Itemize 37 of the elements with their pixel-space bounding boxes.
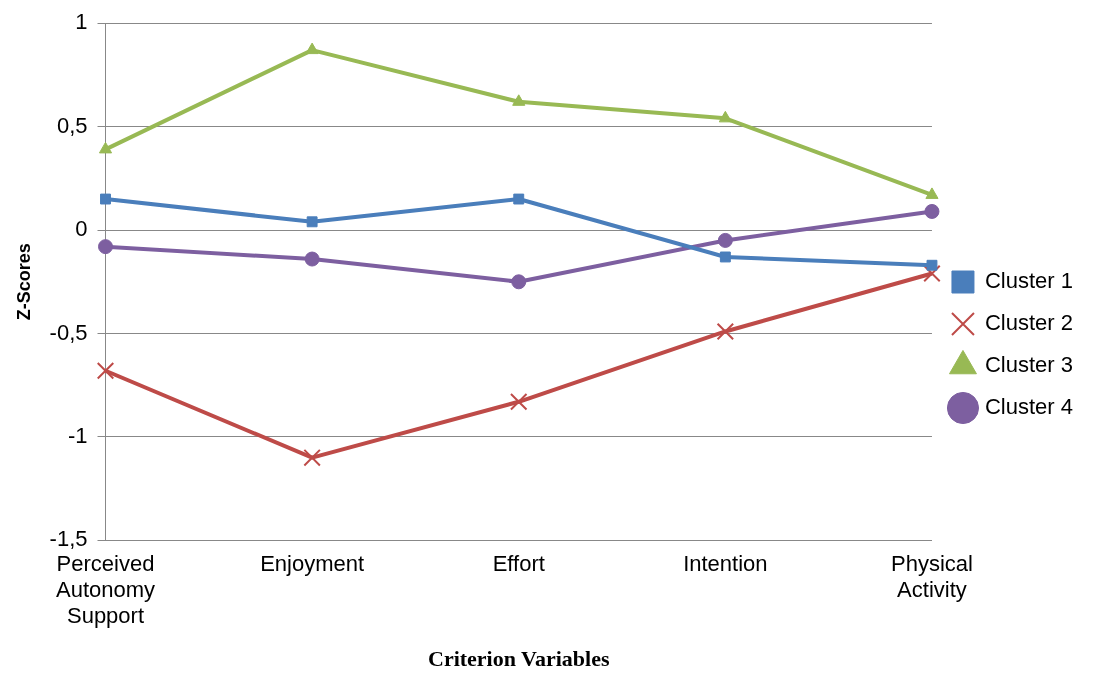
point <box>926 259 938 271</box>
y-axis-title: Z-Scores <box>13 243 34 321</box>
y-tick-label: -1,5 <box>49 526 88 552</box>
point <box>512 94 526 106</box>
point <box>925 187 939 199</box>
x-tick-label: Effort <box>492 550 545 576</box>
y-tick-label: -1 <box>67 423 88 449</box>
y-tick-label: 0 <box>75 216 88 242</box>
y-tick-label: 1 <box>75 9 88 35</box>
point <box>100 193 111 205</box>
point <box>513 193 525 205</box>
point <box>716 322 735 341</box>
point <box>303 448 321 467</box>
legend-label: Cluster 1 <box>984 268 1074 294</box>
point <box>924 203 940 219</box>
point <box>305 42 319 55</box>
x-tick-label: Physical Activity <box>891 550 973 603</box>
point <box>719 251 731 263</box>
x-tick-label: Enjoyment <box>260 550 365 576</box>
point <box>511 274 527 290</box>
x-tick-label: Perceived Autonomy Support <box>55 550 156 629</box>
point <box>98 141 113 154</box>
point <box>96 361 115 380</box>
point <box>923 264 941 283</box>
x-tick-label: Intention <box>683 550 768 576</box>
point <box>717 232 733 248</box>
point <box>718 110 732 123</box>
legend-label: Cluster 3 <box>984 352 1074 378</box>
legend-label: Cluster 2 <box>984 310 1074 336</box>
point <box>98 239 114 255</box>
y-tick-label: 0,5 <box>56 112 88 138</box>
point <box>509 393 528 411</box>
point <box>306 216 318 228</box>
y-tick-label: -0,5 <box>49 319 88 345</box>
x-axis-title: Criterion Variables <box>427 646 610 672</box>
point <box>304 251 320 267</box>
legend-label: Cluster 4 <box>984 394 1074 420</box>
